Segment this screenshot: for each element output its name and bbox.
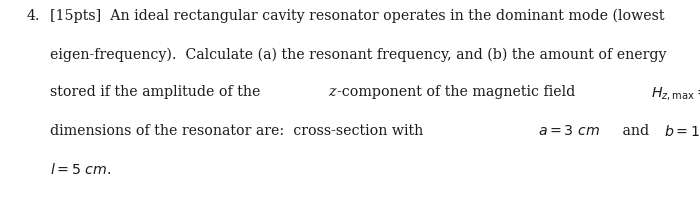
Text: -component of the magnetic field: -component of the magnetic field xyxy=(337,85,580,99)
Text: eigen-frequency).  Calculate (a) the resonant frequency, and (b) the amount of e: eigen-frequency). Calculate (a) the reso… xyxy=(50,47,667,61)
Text: $l = 5\ cm.$: $l = 5\ cm.$ xyxy=(50,161,112,176)
Text: and: and xyxy=(618,123,654,137)
Text: stored if the amplitude of the: stored if the amplitude of the xyxy=(50,85,265,99)
Text: dimensions of the resonator are:  cross-section with: dimensions of the resonator are: cross-s… xyxy=(50,123,428,137)
Text: $a = 3\ cm$: $a = 3\ cm$ xyxy=(538,123,600,137)
Text: 4.: 4. xyxy=(27,9,40,23)
Text: $H_{z,\mathrm{max}} = 2\ A/m.$: $H_{z,\mathrm{max}} = 2\ A/m.$ xyxy=(650,85,700,102)
Text: [15pts]  An ideal rectangular cavity resonator operates in the dominant mode (lo: [15pts] An ideal rectangular cavity reso… xyxy=(50,9,665,23)
Text: $b = 1\ cm$: $b = 1\ cm$ xyxy=(664,123,700,138)
Text: z: z xyxy=(328,85,335,99)
